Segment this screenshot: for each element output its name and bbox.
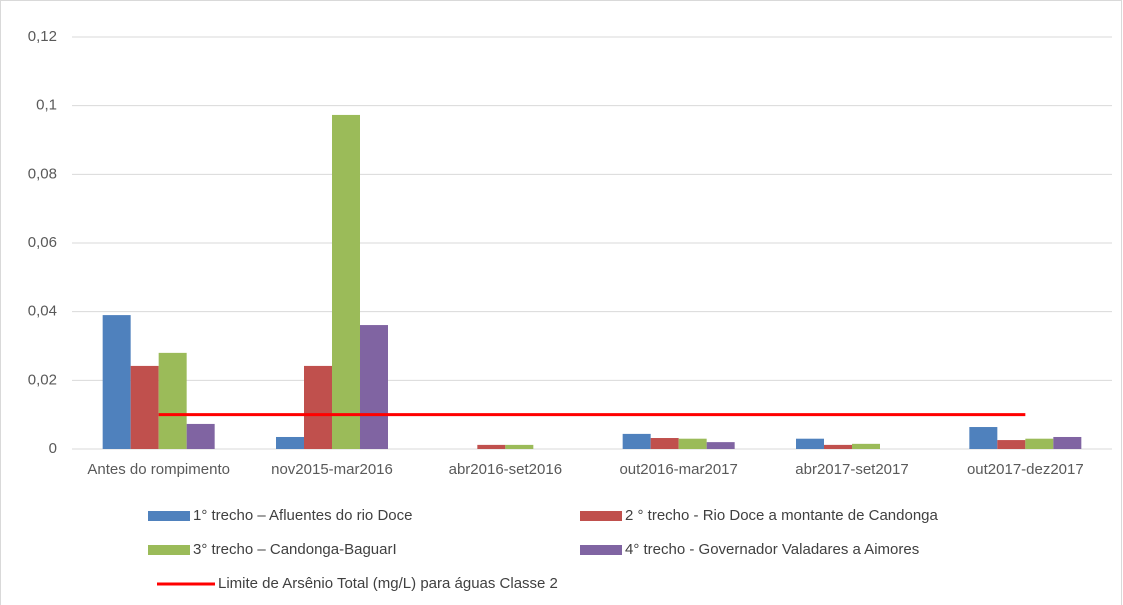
bar	[852, 443, 880, 449]
y-tick-label: 0	[49, 440, 57, 457]
bar	[650, 438, 679, 449]
y-tick-label: 0,06	[28, 234, 57, 251]
bar	[332, 114, 360, 449]
bar	[102, 315, 131, 449]
y-tick-label: 0,12	[28, 28, 57, 45]
y-tick-label: 0,1	[36, 97, 57, 114]
bar	[505, 444, 534, 449]
x-tick-label: abr2017-set2017	[795, 461, 908, 478]
bar	[824, 444, 852, 449]
y-tick-label: 0,02	[28, 371, 57, 388]
legend: 1° trecho – Afluentes do rio Doce 2 ° tre…	[148, 507, 939, 592]
bar	[158, 352, 187, 449]
y-tick-label: 0,08	[28, 165, 57, 182]
bar	[186, 423, 215, 449]
legend-label: 1° trecho – Afluentes do rio Doce	[193, 507, 412, 524]
bar	[678, 438, 707, 449]
legend-swatch	[580, 545, 622, 555]
bar	[796, 438, 824, 449]
legend-label: Limite de Arsênio Total (mg/L) para água…	[218, 575, 558, 592]
x-tick-label: abr2016-set2016	[449, 461, 562, 478]
bar	[304, 365, 332, 449]
x-tick-label: nov2015-mar2016	[271, 461, 393, 478]
x-tick-label: out2016-mar2017	[619, 461, 737, 478]
bar	[706, 442, 735, 449]
bar	[1025, 438, 1054, 449]
legend-swatch	[148, 545, 190, 555]
bar	[997, 440, 1026, 449]
legend-label: 3° trecho – Candonga-BaguarI	[193, 541, 397, 558]
bar	[360, 325, 388, 449]
bar	[276, 436, 304, 449]
bar	[622, 433, 651, 449]
bar	[969, 427, 998, 449]
y-tick-label: 0,04	[28, 303, 57, 320]
bar	[477, 444, 506, 449]
legend-label: 4° trecho - Governador Valadares a Aimor…	[625, 541, 919, 558]
bar	[130, 365, 159, 449]
legend-swatch	[580, 511, 622, 521]
legend-label: 2 ° trecho - Rio Doce a montante de Cand…	[625, 507, 939, 524]
bar	[1053, 436, 1082, 449]
legend-swatch	[148, 511, 190, 521]
x-tick-label: Antes do rompimento	[87, 461, 230, 478]
x-tick-label: out2017-dez2017	[967, 461, 1084, 478]
